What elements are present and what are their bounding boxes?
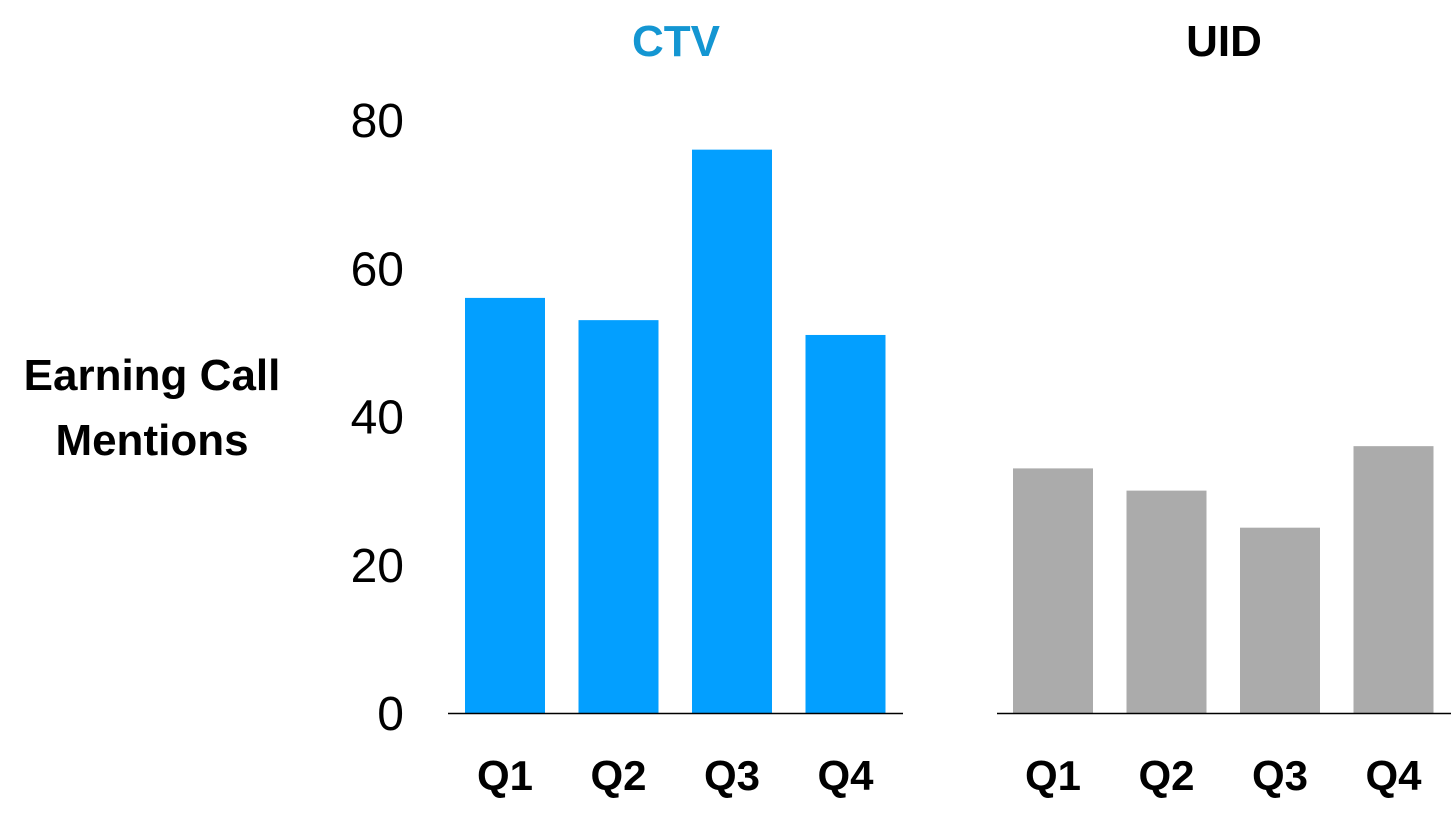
y-tick-label: 80 <box>351 95 404 148</box>
panel-uid: UID Q1 Q2 Q3 Q4 <box>997 17 1451 799</box>
bar-uid-q3 <box>1240 527 1320 713</box>
y-tick-label: 40 <box>351 392 404 445</box>
x-tick-label: Q3 <box>704 752 760 799</box>
bar-uid-q1 <box>1013 468 1093 713</box>
y-tick-label: 0 <box>377 688 404 741</box>
x-tick-label: Q4 <box>1365 752 1422 799</box>
y-axis-label-line-1: Earning Call <box>24 351 281 400</box>
bar-ctv-q3 <box>692 149 772 713</box>
bar-uid-q4 <box>1353 446 1434 713</box>
y-axis-ticks: 0 20 40 60 80 <box>351 95 404 741</box>
x-tick-label: Q1 <box>477 752 533 799</box>
panel-title: UID <box>1186 17 1262 66</box>
bar-ctv-q2 <box>578 320 659 713</box>
chart-panels: CTV Q1 Q2 Q3 Q4 UID Q1 Q2 Q3 Q4 <box>448 17 1451 799</box>
panel-title: CTV <box>632 17 721 66</box>
x-tick-label: Q2 <box>1138 752 1194 799</box>
bar-ctv-q1 <box>465 297 545 713</box>
x-tick-label: Q3 <box>1252 752 1308 799</box>
y-axis-label-line-2: Mentions <box>55 416 248 465</box>
x-tick-label: Q4 <box>817 752 874 799</box>
y-tick-label: 20 <box>351 540 404 593</box>
y-tick-label: 60 <box>351 243 404 296</box>
panel-ctv: CTV Q1 Q2 Q3 Q4 <box>448 17 903 799</box>
bar-ctv-q4 <box>805 334 886 713</box>
x-tick-label: Q2 <box>590 752 646 799</box>
x-tick-label: Q1 <box>1025 752 1081 799</box>
bar-uid-q2 <box>1126 490 1207 713</box>
